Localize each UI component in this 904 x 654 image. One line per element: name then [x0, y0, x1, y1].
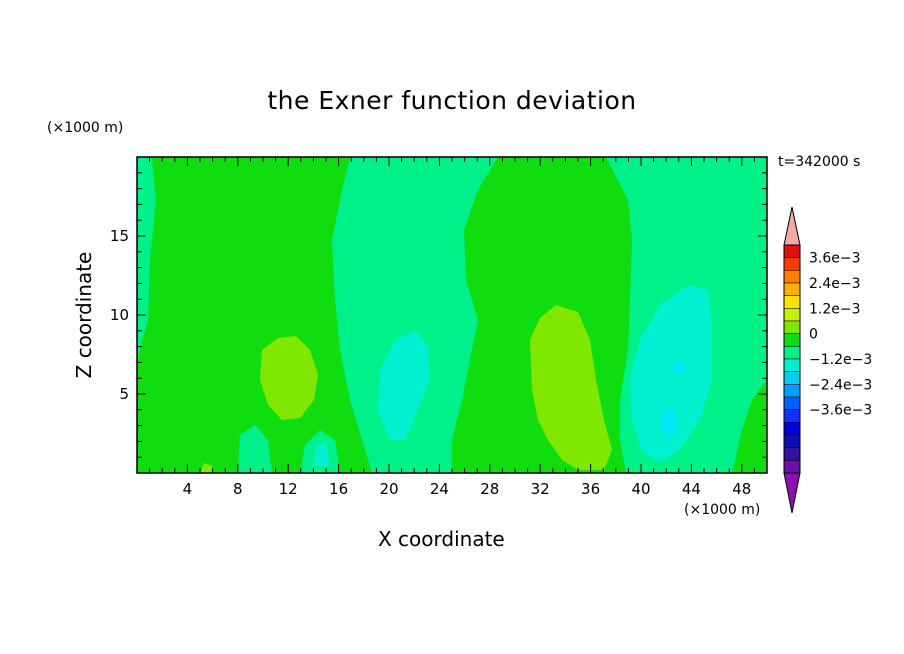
colorbar-swatch	[783, 384, 801, 398]
field-neg-small-bottom	[313, 442, 330, 466]
colorbar-swatch	[783, 320, 801, 334]
field-pos-patch-left	[260, 336, 318, 420]
y-axis-unit: (×1000 m)	[47, 120, 124, 136]
colorbar-swatch	[783, 396, 801, 410]
x-tick-label: 48	[732, 480, 751, 498]
x-tick-label: 24	[430, 480, 449, 498]
colorbar-swatch	[783, 257, 801, 271]
y-tick-label: 10	[110, 306, 129, 324]
x-axis-unit: (×1000 m)	[684, 502, 761, 518]
colorbar-swatch	[783, 282, 801, 296]
colorbar-swatch	[783, 346, 801, 360]
colorbar-label: 0	[809, 327, 818, 343]
colorbar-label: 1.2e−3	[809, 301, 861, 317]
x-tick-label: 4	[183, 480, 193, 498]
colorbar-swatch	[783, 358, 801, 372]
x-axis-label: X coordinate	[378, 527, 505, 551]
y-axis-ticks: 5 10 15	[110, 172, 767, 458]
x-tick-label: 32	[531, 480, 550, 498]
colorbar: 3.6e−3 2.4e−3 1.2e−3 0 −1.2e−3 −2.4e−3 −3.6e−3	[783, 206, 872, 514]
colorbar-label: 3.6e−3	[809, 251, 861, 267]
colorbar-swatch	[783, 371, 801, 385]
colorbar-overflow-high	[783, 206, 801, 246]
x-tick-label: 28	[480, 480, 499, 498]
field-neg-patch-mid	[378, 330, 430, 440]
colorbar-swatch	[783, 244, 801, 258]
x-tick-label: 40	[631, 480, 650, 498]
colorbar-swatch	[783, 460, 801, 474]
chart-title: the Exner function deviation	[267, 86, 637, 115]
x-axis-ticks: 4 8 12 16 20 24 28 32 36 40 44 48	[149, 157, 755, 498]
colorbar-swatch	[783, 308, 801, 322]
x-tick-label: 12	[279, 480, 298, 498]
colorbar-swatch	[783, 422, 801, 436]
x-tick-label: 16	[329, 480, 348, 498]
y-tick-label: 15	[110, 227, 129, 245]
colorbar-swatch	[783, 270, 801, 284]
field-left-band	[137, 157, 156, 360]
field-neg-patch-right	[630, 285, 712, 462]
y-tick-label: 5	[119, 385, 129, 403]
colorbar-label: 2.4e−3	[809, 276, 861, 292]
x-tick-label: 20	[379, 480, 398, 498]
colorbar-swatch	[783, 434, 801, 448]
field-bottom-patch-1	[238, 425, 272, 473]
x-tick-label: 8	[233, 480, 243, 498]
field-neg-core-1	[672, 362, 686, 374]
colorbar-label: −2.4e−3	[809, 377, 872, 393]
field-pos-patch-right	[530, 305, 612, 470]
colorbar-swatch	[783, 333, 801, 347]
field-pos-dot	[200, 463, 214, 473]
x-tick-label: 44	[682, 480, 701, 498]
colorbar-swatch	[783, 409, 801, 423]
colorbar-label: −1.2e−3	[809, 352, 872, 368]
colorbar-swatch	[783, 295, 801, 309]
colorbar-label: −3.6e−3	[809, 403, 872, 419]
colorbar-overflow-low	[783, 472, 801, 514]
x-tick-label: 36	[581, 480, 600, 498]
field-neg-core-2	[660, 408, 678, 440]
colorbar-frame	[783, 244, 801, 474]
colorbar-swatch	[783, 447, 801, 461]
field-mid-band	[332, 157, 498, 473]
time-label: t=342000 s	[778, 154, 861, 170]
contour-field	[137, 157, 767, 473]
